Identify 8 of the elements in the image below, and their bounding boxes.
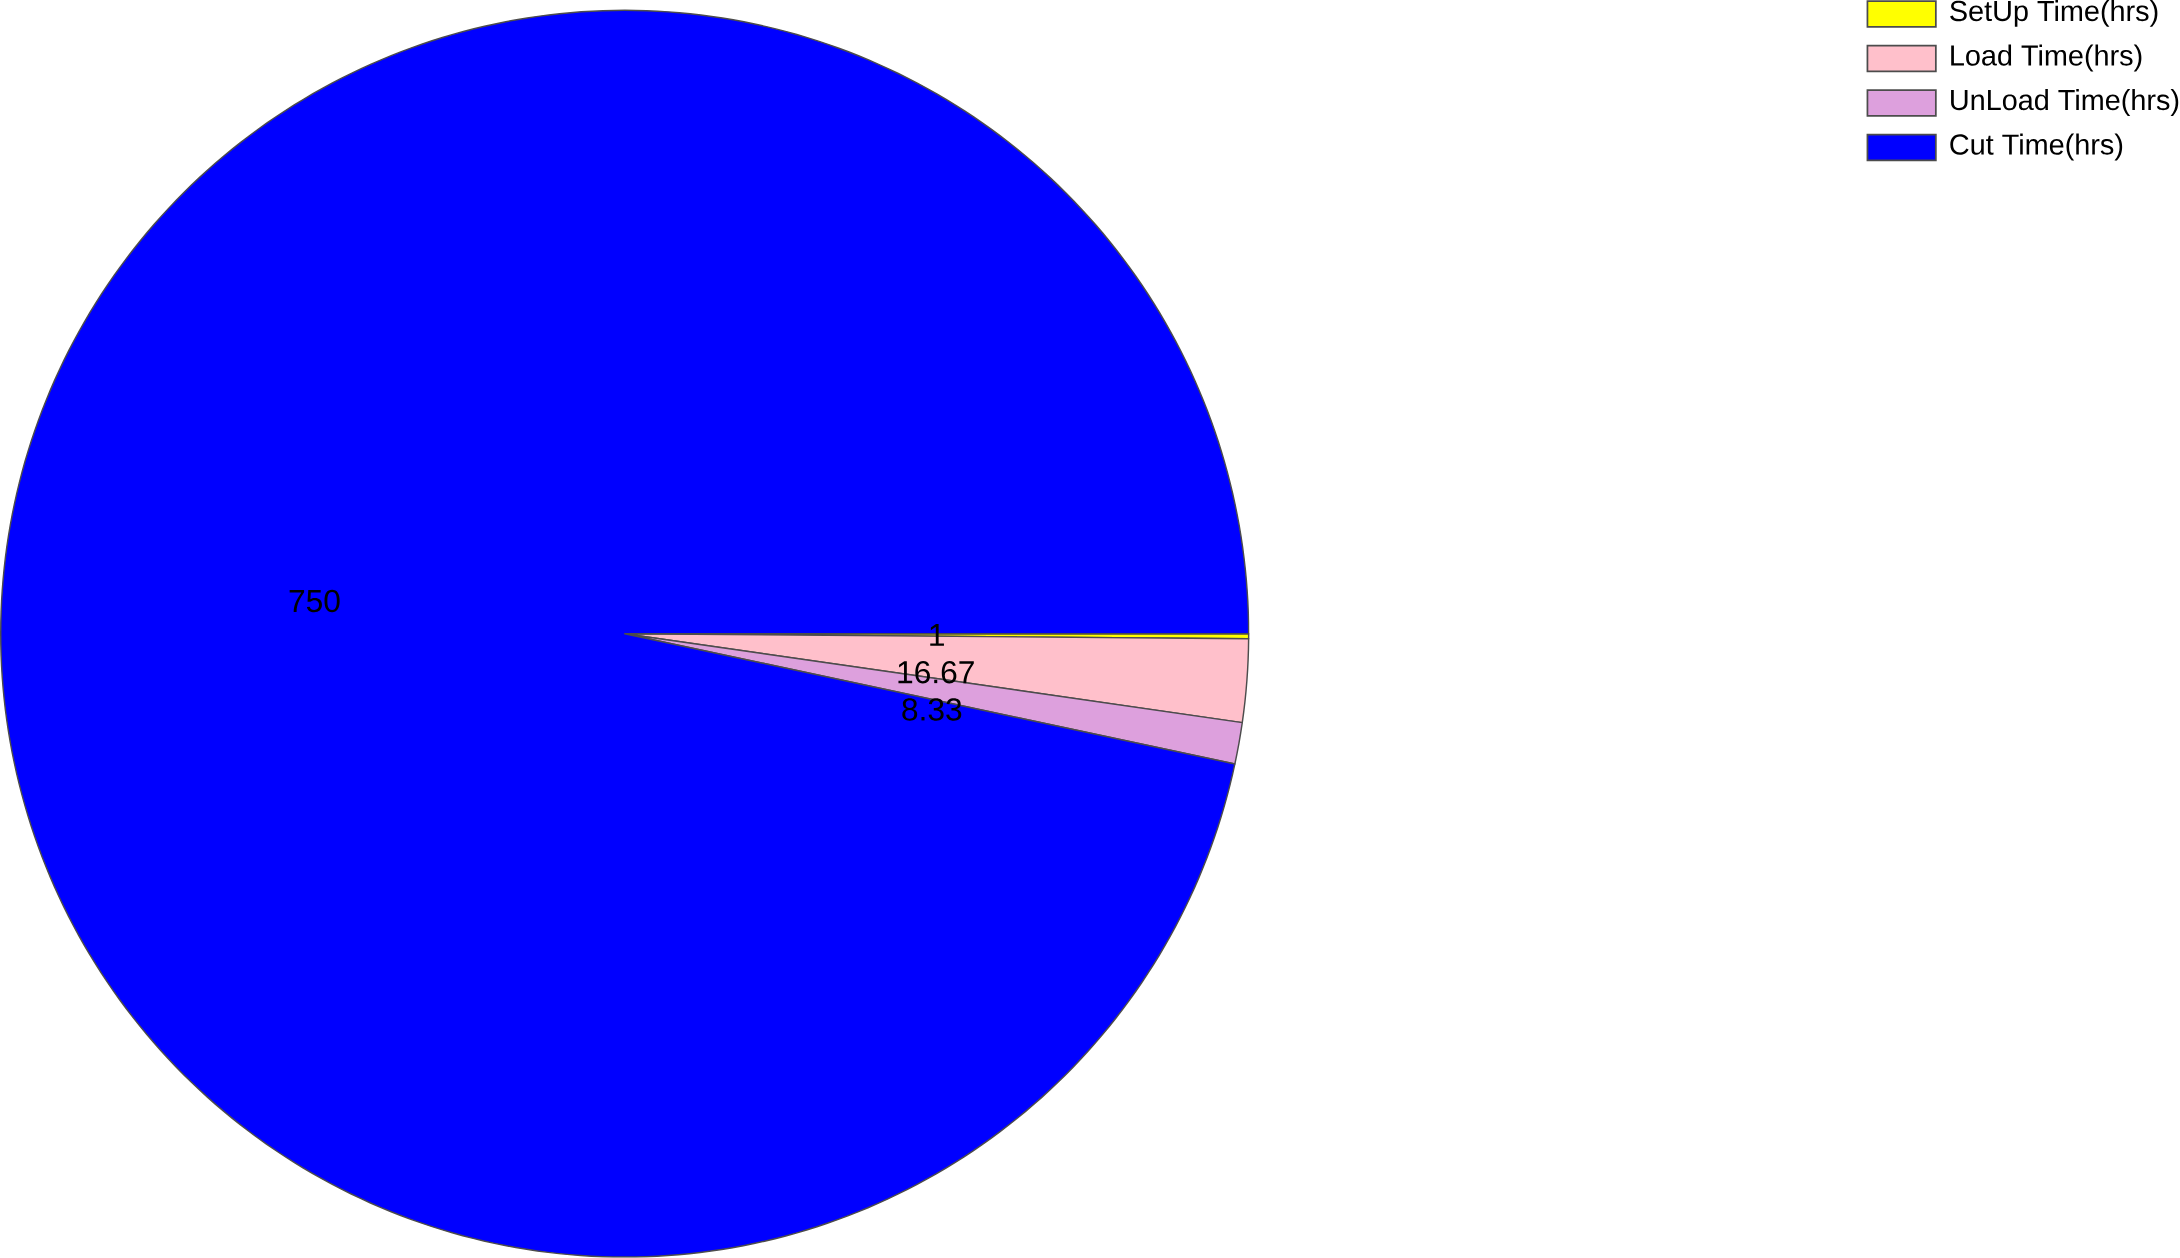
data-label: 750: [289, 589, 340, 613]
data-label: 1: [930, 624, 944, 646]
data-label: 16.67: [898, 661, 974, 684]
legend-label: Load Time(hrs): [1951, 44, 2142, 72]
data-label: 8.33: [902, 698, 962, 721]
legend-label: UnLoad Time(hrs): [1951, 89, 2179, 117]
legend-label: SetUp Time(hrs): [1950, 0, 2158, 27]
legend-label: Cut Time(hrs): [1950, 133, 2123, 161]
